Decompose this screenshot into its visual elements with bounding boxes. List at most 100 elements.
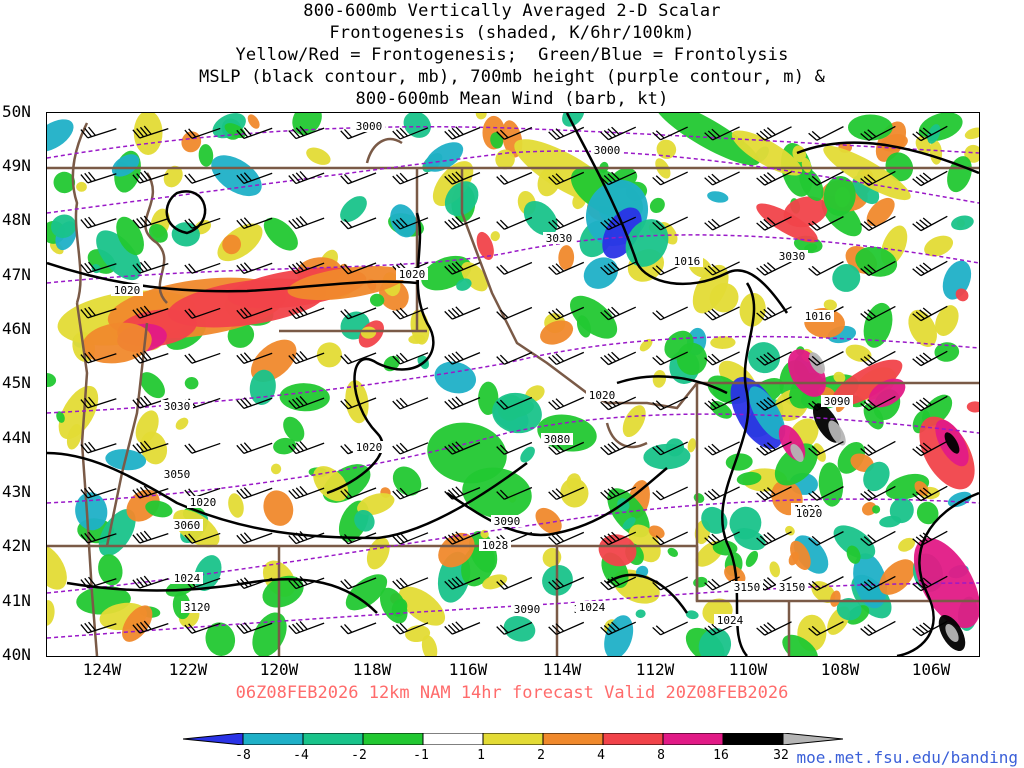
shading-cell (340, 196, 367, 223)
wind-barb (704, 216, 740, 231)
wind-barb (184, 262, 221, 274)
wind-barb (496, 351, 533, 365)
colorbar-label-4: -1 (413, 748, 429, 763)
wind-barb (392, 307, 429, 320)
wind-barb (80, 126, 117, 139)
shading-cell (782, 634, 818, 656)
wind-barb (704, 576, 740, 591)
wind-barb (496, 306, 533, 320)
wind-barb (860, 170, 896, 187)
shading-cell (652, 370, 667, 388)
wind-barb (808, 216, 844, 231)
shading-cell (47, 600, 55, 626)
isobar (721, 282, 756, 656)
shading-cell (425, 142, 464, 172)
wind-barbs (80, 125, 948, 637)
shading-cell (345, 574, 388, 611)
shading-cell (898, 537, 916, 552)
wind-barb (184, 532, 221, 544)
height-contour (47, 234, 979, 284)
wind-barb (236, 217, 273, 230)
lon-label-120w: 120W (259, 660, 299, 679)
chart-title: 800-600mb Vertically Averaged 2-D Scalar… (0, 0, 1024, 110)
shading-cell (774, 443, 818, 486)
shading-cell (648, 525, 665, 539)
shading-cell (475, 113, 487, 120)
shading-cell (570, 295, 618, 339)
shading-cell (832, 264, 861, 292)
wind-barb (444, 621, 481, 635)
pressure-label: 1020 (796, 507, 823, 520)
shading-cell (862, 502, 877, 516)
shading-cell (823, 299, 837, 311)
wind-barb (236, 487, 273, 500)
wind-barb (860, 620, 896, 637)
shading-cell (535, 507, 562, 534)
shading-cell (622, 405, 646, 438)
shading-cell (476, 231, 494, 260)
colorbar-swatch (482, 733, 544, 745)
wind-barb (392, 487, 429, 500)
isobar (616, 375, 728, 395)
shading-cell (707, 191, 729, 203)
wind-barb (548, 486, 585, 501)
shading-cell (184, 376, 199, 390)
lon-label-114w: 114W (542, 660, 582, 679)
shading-cell (866, 197, 895, 227)
wind-barb (80, 261, 117, 274)
wind-barb (80, 621, 117, 634)
height-label: 3090 (824, 395, 851, 408)
wind-barb (912, 305, 948, 322)
coastline-segment (144, 172, 168, 304)
wind-barb (444, 126, 481, 140)
colorbar-label-8: 8 (657, 748, 665, 763)
wind-barb (236, 532, 273, 545)
wind-barb (288, 575, 325, 590)
shading-cell (558, 245, 575, 270)
shading-cell (116, 216, 144, 256)
isobar (47, 451, 528, 540)
lon-label-124w: 124W (82, 660, 122, 679)
shading-cell (687, 438, 697, 453)
contour-labels: 3000 3000 3030 3030 3030 3050 3060 3080 3090 3090… (111, 120, 853, 627)
wind-barb (496, 441, 533, 455)
shading-cell (729, 506, 762, 540)
shading-cell (698, 628, 732, 656)
wind-barb (236, 352, 273, 365)
map-panel: 3000 3000 3030 3030 3030 3050 3060 3080 3090 3090… (46, 112, 980, 657)
shading-cell (562, 113, 585, 127)
colorbar-swatch (542, 733, 604, 745)
shading-cell (799, 167, 824, 201)
shading-cell (693, 493, 705, 503)
wind-barb (912, 350, 948, 367)
wind-barb (236, 442, 273, 455)
wind-barb (808, 441, 844, 456)
coastline-segment (71, 122, 89, 304)
shading-cell (306, 147, 331, 165)
wind-barb (704, 171, 740, 186)
shading-cell (833, 371, 846, 383)
shading-cell (523, 200, 558, 236)
shading-cell (279, 383, 330, 412)
wind-barb (184, 217, 221, 229)
colorbar-swatch (602, 733, 664, 745)
wind-barb (756, 126, 792, 141)
wind-barb (132, 305, 169, 319)
lon-label-110w: 110W (728, 660, 768, 679)
shading-cell (490, 132, 504, 149)
shading-cell (47, 543, 67, 590)
wind-barb (808, 351, 844, 366)
shading-cell (47, 372, 57, 387)
wind-barb (80, 576, 117, 589)
wind-barb (340, 487, 377, 500)
shading-cell (748, 386, 786, 440)
wind-barb (184, 307, 221, 319)
shading-cell (656, 139, 677, 159)
wind-barb (600, 171, 637, 186)
shading-cell (82, 322, 152, 364)
wind-barb (756, 441, 792, 456)
wind-barb (132, 170, 169, 184)
wind-barb (652, 576, 688, 591)
shading-cell (403, 113, 431, 138)
shading-cell (622, 517, 636, 530)
